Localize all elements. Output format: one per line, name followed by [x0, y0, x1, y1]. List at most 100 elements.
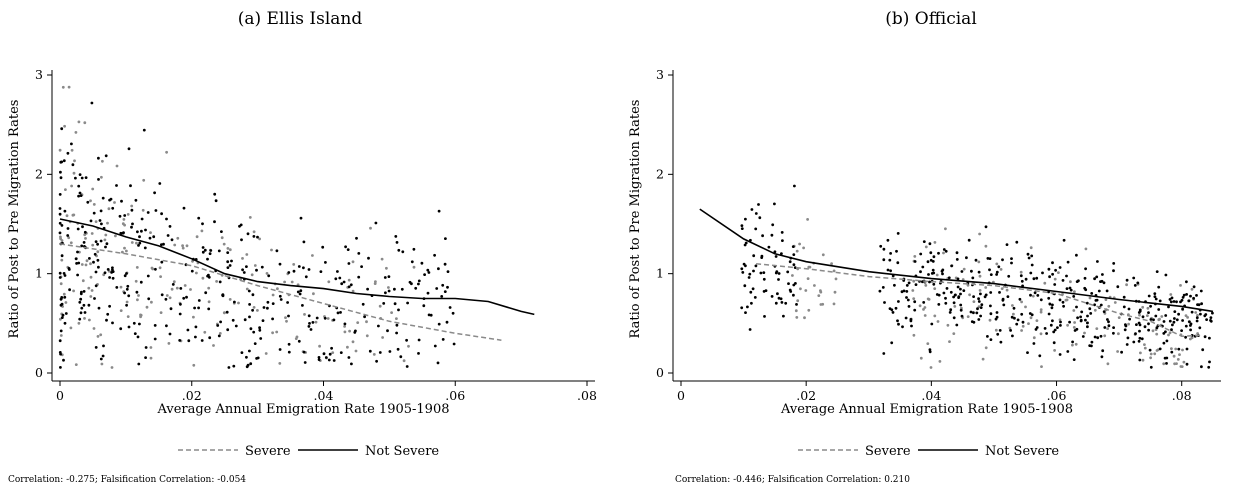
point-not-severe: [194, 335, 197, 339]
point-severe: [1043, 281, 1047, 285]
point-not-severe: [1099, 303, 1103, 307]
point-severe: [1179, 365, 1183, 368]
point-not-severe: [437, 209, 441, 213]
point-not-severe: [1128, 317, 1131, 321]
point-not-severe: [287, 314, 290, 318]
point-not-severe: [204, 291, 208, 295]
point-not-severe: [62, 272, 66, 275]
point-severe: [806, 277, 810, 280]
point-not-severe: [1147, 322, 1150, 326]
y-tick-label: 1: [656, 266, 664, 281]
point-not-severe: [374, 221, 378, 225]
point-not-severe: [740, 227, 744, 231]
point-not-severe: [252, 235, 256, 238]
point-severe: [134, 279, 138, 283]
point-not-severe: [444, 237, 447, 241]
point-not-severe: [86, 200, 90, 204]
point-severe: [89, 262, 92, 266]
point-not-severe: [972, 311, 975, 315]
point-severe: [798, 242, 801, 246]
point-not-severe: [84, 176, 88, 180]
point-severe: [984, 286, 988, 289]
point-not-severe: [932, 255, 936, 259]
point-severe: [1153, 352, 1157, 356]
point-not-severe: [194, 325, 198, 329]
point-not-severe: [426, 268, 430, 272]
point-severe: [961, 278, 965, 281]
point-not-severe: [1143, 325, 1147, 329]
point-not-severe: [782, 314, 785, 318]
point-not-severe: [1039, 298, 1043, 302]
point-not-severe: [78, 191, 82, 195]
point-not-severe: [213, 192, 217, 196]
point-severe: [1196, 313, 1199, 317]
point-not-severe: [142, 128, 146, 132]
point-not-severe: [433, 253, 436, 257]
point-severe: [1058, 318, 1062, 322]
legend-label: Not Severe: [985, 444, 1059, 459]
point-not-severe: [60, 127, 64, 131]
point-not-severe: [1137, 311, 1141, 314]
point-not-severe: [247, 289, 251, 293]
point-not-severe: [743, 284, 747, 288]
legend-label: Not Severe: [365, 444, 439, 459]
point-not-severe: [1085, 301, 1089, 305]
point-severe: [201, 276, 205, 280]
point-severe: [271, 331, 274, 335]
point-severe: [318, 344, 321, 348]
point-not-severe: [307, 325, 311, 328]
point-not-severe: [1192, 285, 1196, 289]
point-severe: [944, 227, 947, 231]
point-not-severe: [1148, 348, 1152, 352]
point-not-severe: [1096, 336, 1100, 340]
point-not-severe: [1051, 272, 1054, 276]
point-severe: [1146, 306, 1150, 310]
point-not-severe: [1137, 339, 1141, 343]
point-not-severe: [1138, 336, 1142, 340]
point-not-severe: [970, 269, 973, 273]
point-not-severe: [311, 321, 315, 324]
point-severe: [115, 164, 119, 168]
y-tick-label: 3: [35, 67, 43, 82]
point-severe: [135, 266, 139, 269]
point-not-severe: [405, 365, 409, 368]
point-severe: [245, 287, 249, 291]
point-not-severe: [137, 244, 140, 247]
point-severe: [1125, 283, 1128, 287]
point-not-severe: [262, 306, 266, 309]
point-not-severe: [68, 288, 71, 292]
point-not-severe: [955, 258, 959, 261]
point-not-severe: [126, 284, 130, 288]
point-not-severe: [426, 291, 430, 295]
point-severe: [256, 309, 259, 312]
point-not-severe: [178, 339, 182, 342]
point-not-severe: [1123, 328, 1127, 332]
point-not-severe: [303, 361, 307, 364]
point-severe: [63, 124, 66, 128]
point-not-severe: [1072, 358, 1076, 361]
point-severe: [142, 178, 146, 182]
point-severe: [994, 328, 998, 332]
point-not-severe: [260, 265, 264, 269]
point-not-severe: [1016, 318, 1020, 322]
point-not-severe: [1205, 318, 1208, 321]
point-severe: [1065, 298, 1069, 302]
point-not-severe: [1090, 344, 1093, 348]
point-severe: [91, 187, 95, 191]
point-not-severe: [168, 225, 172, 228]
point-not-severe: [959, 292, 962, 296]
point-not-severe: [58, 193, 62, 196]
point-not-severe: [77, 194, 80, 198]
point-not-severe: [780, 231, 784, 234]
point-not-severe: [287, 350, 291, 354]
point-not-severe: [248, 315, 251, 319]
point-not-severe: [81, 225, 84, 229]
point-not-severe: [101, 354, 105, 358]
point-not-severe: [907, 281, 911, 285]
point-severe: [999, 268, 1003, 271]
point-not-severe: [795, 303, 798, 306]
point-not-severe: [1056, 326, 1059, 329]
point-severe: [981, 357, 985, 361]
point-severe: [1190, 287, 1194, 291]
point-not-severe: [302, 240, 306, 244]
